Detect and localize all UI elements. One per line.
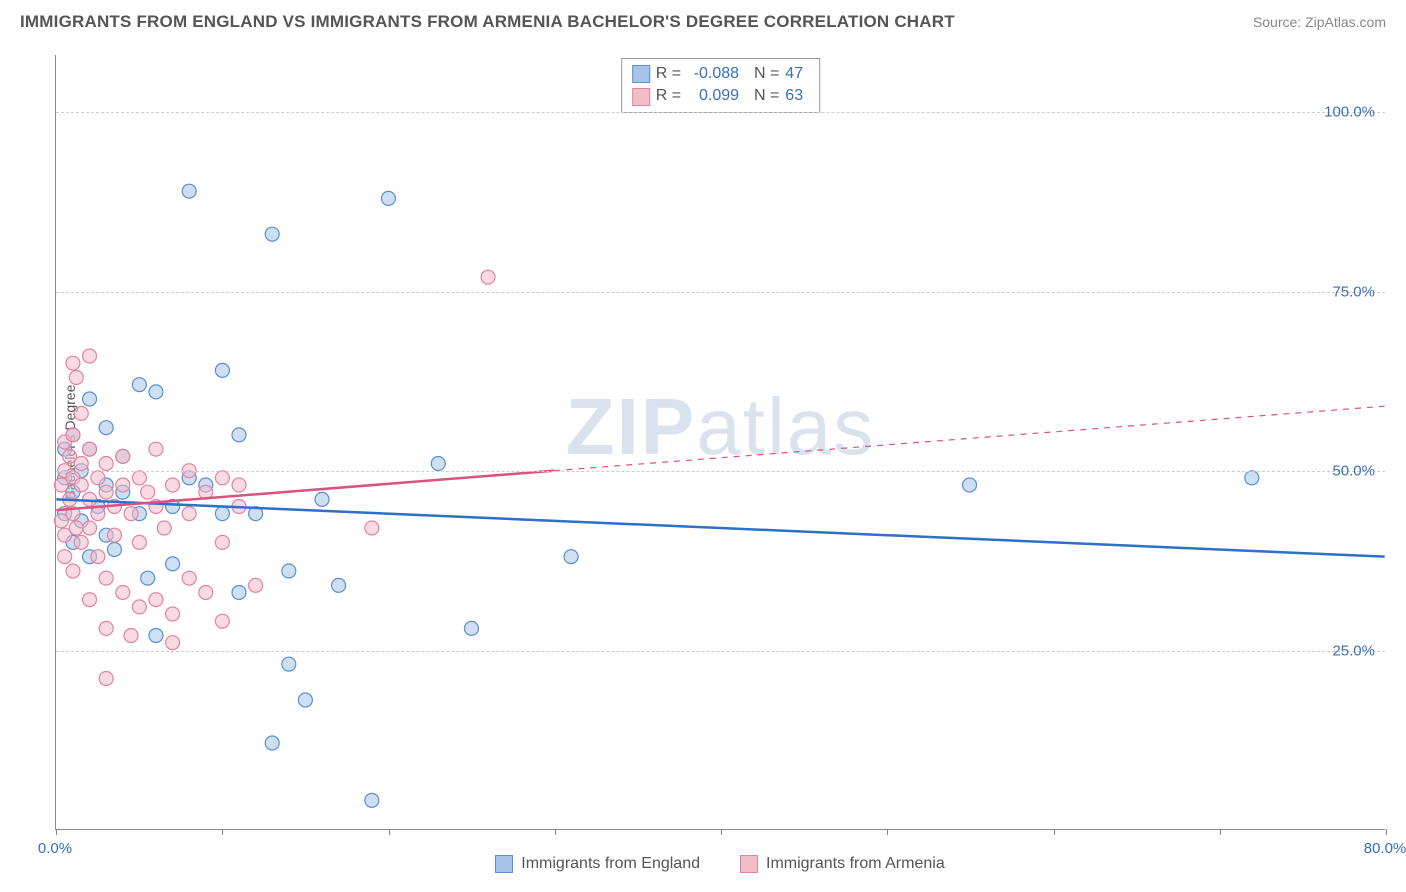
data-point: [66, 356, 80, 370]
data-point: [215, 507, 229, 521]
data-point: [66, 428, 80, 442]
legend-item-armenia: Immigrants from Armenia: [740, 855, 945, 873]
regression-line-england: [56, 499, 1384, 556]
data-point: [215, 614, 229, 628]
source-label: Source: ZipAtlas.com: [1253, 14, 1386, 30]
y-tick-label: 75.0%: [1332, 283, 1375, 300]
data-point: [99, 457, 113, 471]
y-tick-label: 25.0%: [1332, 642, 1375, 659]
data-point: [265, 736, 279, 750]
data-point: [91, 507, 105, 521]
plot-area: Bachelor's Degree ZIPatlas R = -0.088 N …: [55, 55, 1385, 830]
data-point: [381, 191, 395, 205]
data-point: [265, 227, 279, 241]
data-point: [215, 471, 229, 485]
data-point: [99, 571, 113, 585]
data-point: [116, 449, 130, 463]
data-point: [83, 521, 97, 535]
data-point: [99, 485, 113, 499]
swatch-armenia-icon: [740, 855, 758, 873]
data-point: [83, 593, 97, 607]
data-point: [215, 535, 229, 549]
data-point: [315, 492, 329, 506]
data-point: [282, 657, 296, 671]
data-point: [232, 586, 246, 600]
data-point: [365, 521, 379, 535]
data-point: [99, 672, 113, 686]
data-point: [83, 349, 97, 363]
data-point: [74, 535, 88, 549]
data-point: [1245, 471, 1259, 485]
data-point: [365, 793, 379, 807]
data-point: [431, 457, 445, 471]
data-point: [99, 421, 113, 435]
data-point: [199, 586, 213, 600]
data-point: [464, 621, 478, 635]
regression-line-armenia-dashed: [554, 406, 1384, 471]
data-point: [166, 478, 180, 492]
data-point: [141, 571, 155, 585]
data-point: [564, 550, 578, 564]
data-point: [132, 378, 146, 392]
data-point: [182, 571, 196, 585]
data-point: [963, 478, 977, 492]
data-point: [124, 507, 138, 521]
chart-title: IMMIGRANTS FROM ENGLAND VS IMMIGRANTS FR…: [20, 12, 955, 32]
data-point: [91, 471, 105, 485]
data-point: [116, 478, 130, 492]
data-point: [481, 270, 495, 284]
data-point: [91, 550, 105, 564]
data-point: [157, 521, 171, 535]
data-point: [107, 543, 121, 557]
chart-svg: [56, 55, 1385, 829]
data-point: [298, 693, 312, 707]
data-point: [83, 392, 97, 406]
data-point: [149, 629, 163, 643]
data-point: [166, 607, 180, 621]
swatch-england-icon: [495, 855, 513, 873]
data-point: [107, 528, 121, 542]
data-point: [74, 457, 88, 471]
data-point: [232, 428, 246, 442]
data-point: [99, 621, 113, 635]
data-point: [182, 184, 196, 198]
data-point: [282, 564, 296, 578]
data-point: [132, 600, 146, 614]
data-point: [132, 535, 146, 549]
data-point: [332, 578, 346, 592]
data-point: [69, 521, 83, 535]
data-point: [69, 371, 83, 385]
data-point: [116, 586, 130, 600]
data-point: [83, 442, 97, 456]
data-point: [215, 363, 229, 377]
data-point: [124, 629, 138, 643]
data-point: [132, 471, 146, 485]
legend-label-england: Immigrants from England: [521, 855, 700, 873]
data-point: [74, 406, 88, 420]
data-point: [232, 478, 246, 492]
data-point: [166, 636, 180, 650]
data-point: [149, 385, 163, 399]
data-point: [66, 564, 80, 578]
data-point: [166, 557, 180, 571]
data-point: [149, 442, 163, 456]
data-point: [249, 578, 263, 592]
data-point: [74, 478, 88, 492]
data-point: [141, 485, 155, 499]
y-tick-label: 50.0%: [1332, 463, 1375, 480]
data-point: [149, 593, 163, 607]
legend-item-england: Immigrants from England: [495, 855, 700, 873]
data-point: [182, 507, 196, 521]
regression-line-armenia-solid: [56, 471, 554, 510]
legend-label-armenia: Immigrants from Armenia: [766, 855, 945, 873]
legend-bottom: Immigrants from England Immigrants from …: [55, 855, 1385, 873]
y-tick-label: 100.0%: [1324, 104, 1375, 121]
data-point: [58, 550, 72, 564]
